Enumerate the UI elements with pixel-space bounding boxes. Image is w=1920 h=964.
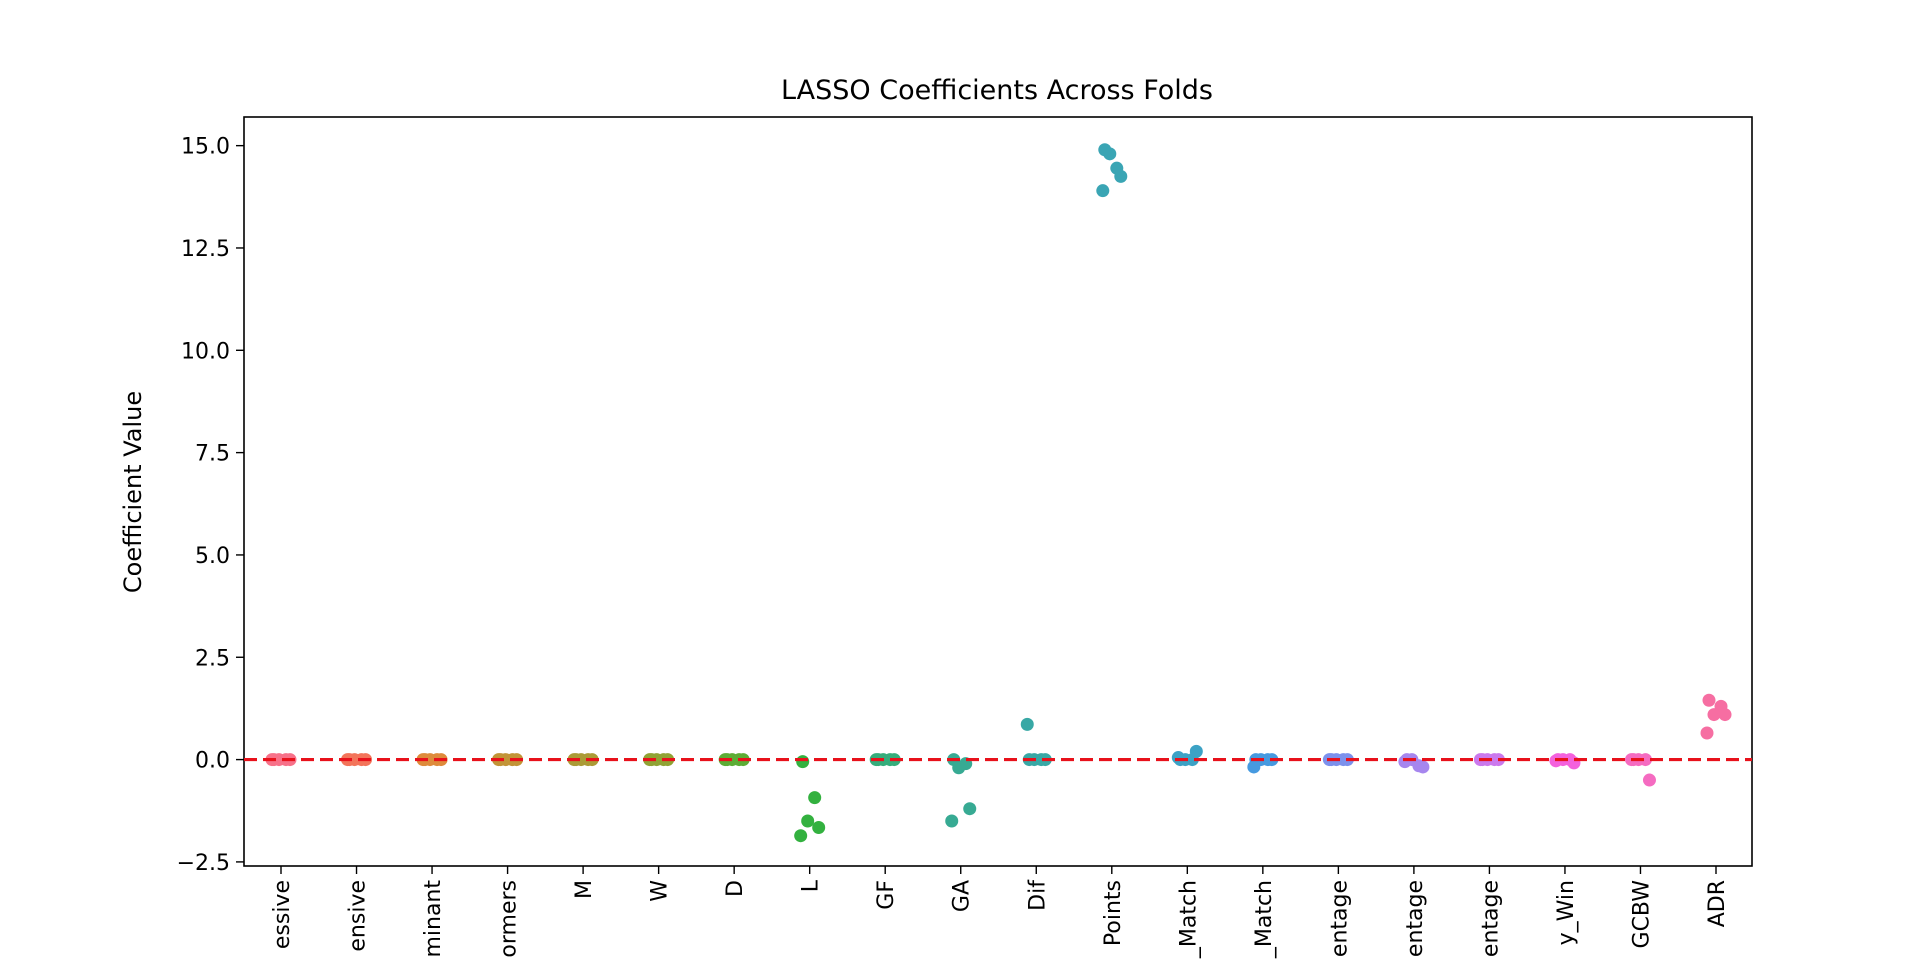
x-tick-label: Points xyxy=(1101,880,1126,946)
y-tick-label: 10.0 xyxy=(181,339,230,364)
x-tick-label: D xyxy=(723,880,748,897)
data-point xyxy=(1096,184,1110,198)
data-point xyxy=(796,755,810,769)
x-tick-label: _Match xyxy=(1252,880,1277,959)
chart-title: LASSO Coefficients Across Folds xyxy=(781,75,1213,106)
data-point xyxy=(1700,726,1714,740)
data-point xyxy=(808,791,822,805)
y-tick-label: 5.0 xyxy=(195,544,230,569)
x-tick-label: GF xyxy=(874,880,899,910)
y-tick-label: 15.0 xyxy=(181,135,230,160)
data-point xyxy=(801,814,815,828)
data-point xyxy=(963,802,977,816)
x-tick-label: minant xyxy=(421,880,446,958)
data-point xyxy=(1020,717,1034,731)
data-point xyxy=(1642,773,1656,787)
x-tick-label: entage xyxy=(1327,880,1352,957)
data-point xyxy=(1103,147,1117,161)
data-point xyxy=(1114,169,1128,183)
x-tick-label: entage xyxy=(1478,880,1503,957)
data-point xyxy=(1702,693,1716,707)
x-tick-label: ormers xyxy=(497,880,522,958)
y-tick-label: −2.5 xyxy=(177,851,230,876)
data-point xyxy=(1707,708,1721,722)
x-tick-label: Dif xyxy=(1025,879,1050,911)
x-tick-label: W xyxy=(648,880,673,902)
data-point xyxy=(1416,760,1430,774)
plot-area: −2.5 0.0 2.5 5.0 7.5 10.0 12.5 15.0 essive ensive… xyxy=(177,116,1753,959)
y-tick-label: 2.5 xyxy=(195,646,230,671)
y-tick-label: 7.5 xyxy=(195,442,230,467)
data-point xyxy=(945,814,959,828)
data-point xyxy=(1718,708,1732,722)
data-point xyxy=(1189,744,1203,758)
x-tick-label: entage xyxy=(1403,880,1428,957)
x-tick-label: y_Win xyxy=(1554,880,1579,945)
y-axis-label: Coefficient Value xyxy=(119,391,147,593)
plot-frame xyxy=(243,116,1753,867)
data-point xyxy=(1247,760,1261,774)
x-tick-label: M xyxy=(572,880,597,899)
data-point xyxy=(812,821,826,835)
data-point xyxy=(794,829,808,843)
y-tick-label: 12.5 xyxy=(181,237,230,262)
x-tick-label: ADR xyxy=(1705,880,1730,927)
x-tick-label: GCBW xyxy=(1629,880,1654,949)
x-tick-label: essive xyxy=(270,880,295,949)
y-tick-label: 0.0 xyxy=(195,749,230,774)
x-tick-label: GA xyxy=(950,880,975,912)
x-tick-label: _Match xyxy=(1176,880,1201,959)
data-point xyxy=(1398,755,1412,769)
data-point xyxy=(1171,751,1185,765)
data-point xyxy=(952,761,966,775)
x-tick-label: L xyxy=(799,879,824,892)
x-tick-label: ensive xyxy=(346,880,371,952)
